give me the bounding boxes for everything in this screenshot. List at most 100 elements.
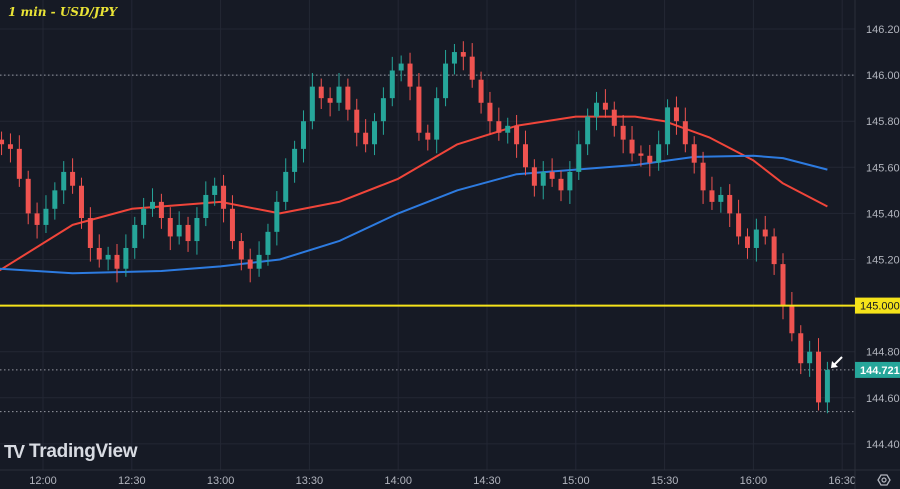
candle — [265, 223, 271, 266]
candle-body — [309, 86, 315, 122]
candle — [380, 87, 386, 135]
candle-body — [16, 148, 22, 179]
candle — [611, 101, 617, 137]
price-level-label: 145.000 — [860, 301, 900, 313]
candle — [656, 130, 662, 171]
candle-body — [567, 171, 573, 191]
candle — [87, 207, 93, 262]
candle — [247, 248, 253, 283]
candle-body — [629, 139, 635, 154]
x-tick-label: 12:30 — [118, 475, 146, 487]
candle-body — [682, 121, 688, 145]
annotation-arrow-icon — [831, 356, 843, 368]
candle — [203, 181, 209, 227]
last-price-label-bg — [855, 361, 900, 378]
candle-body — [274, 201, 280, 232]
candle-body — [300, 121, 306, 149]
x-tick-label: 14:00 — [384, 475, 412, 487]
gear-center — [881, 477, 887, 483]
candle — [336, 73, 342, 111]
candle — [105, 246, 111, 271]
candle-body — [292, 148, 298, 172]
candle-body — [238, 241, 244, 260]
candle-body — [7, 144, 13, 149]
x-tick-label: 13:30 — [296, 475, 324, 487]
candle — [567, 161, 573, 204]
candle — [309, 73, 315, 130]
candle-body — [96, 247, 102, 260]
candle-body — [469, 56, 475, 80]
candle — [292, 140, 298, 183]
x-tick-label: 14:30 — [473, 475, 501, 487]
candle — [647, 144, 653, 177]
candle — [718, 186, 724, 213]
candle — [665, 99, 671, 156]
candle-body — [522, 144, 528, 168]
candle — [798, 325, 804, 375]
candle-body — [78, 185, 84, 219]
y-tick-label: 146.200 — [866, 24, 900, 36]
candle-body — [52, 190, 58, 209]
candle — [425, 124, 431, 151]
candle — [158, 193, 164, 229]
candle — [753, 218, 759, 262]
candle — [514, 114, 520, 158]
candle-body — [602, 102, 608, 110]
candle-body — [505, 125, 511, 133]
gear-outline — [877, 474, 891, 486]
candle-body — [150, 201, 156, 209]
candle — [407, 52, 413, 101]
candle-body — [744, 236, 750, 248]
candle-body — [87, 218, 93, 248]
gear-icon[interactable] — [877, 474, 891, 486]
candle-body — [363, 132, 369, 145]
price-level-label-bg — [855, 297, 900, 314]
candle — [96, 234, 102, 268]
candle — [212, 177, 218, 206]
candle-body — [283, 171, 289, 202]
candle — [78, 177, 84, 229]
candle — [496, 107, 502, 141]
x-tick-label: 16:30 — [828, 475, 856, 487]
candle — [824, 361, 830, 414]
candle — [318, 78, 324, 109]
candle-body — [753, 229, 759, 248]
candle — [132, 216, 138, 259]
candle-body — [194, 218, 200, 242]
candle — [345, 78, 351, 121]
candle-body — [816, 351, 822, 403]
candle — [176, 211, 182, 245]
candle-body — [167, 218, 173, 237]
candle — [576, 130, 582, 180]
candle-body — [451, 52, 457, 64]
candle-body — [380, 98, 386, 122]
candle — [25, 170, 31, 225]
candle-body — [221, 185, 227, 209]
candle-body — [496, 121, 502, 133]
candle — [185, 216, 191, 252]
candle-body — [638, 153, 644, 156]
candle-body — [114, 254, 120, 269]
candle-body — [647, 155, 653, 163]
candle-body — [123, 247, 129, 269]
candle — [141, 197, 147, 239]
candle — [522, 130, 528, 176]
x-tick-label: 16:00 — [740, 475, 768, 487]
candle — [789, 292, 795, 342]
candle-body — [478, 79, 484, 103]
candle — [398, 55, 404, 82]
candle — [443, 49, 449, 107]
candle-body — [673, 107, 679, 122]
candle-body — [256, 254, 262, 269]
candle — [34, 202, 40, 239]
candle-body — [425, 132, 431, 140]
candle — [274, 191, 280, 246]
candle — [123, 234, 129, 277]
candle — [469, 43, 475, 88]
y-tick-label: 144.400 — [866, 439, 900, 451]
candle-body — [443, 63, 449, 99]
candle-body — [416, 86, 422, 133]
candle — [460, 41, 466, 71]
